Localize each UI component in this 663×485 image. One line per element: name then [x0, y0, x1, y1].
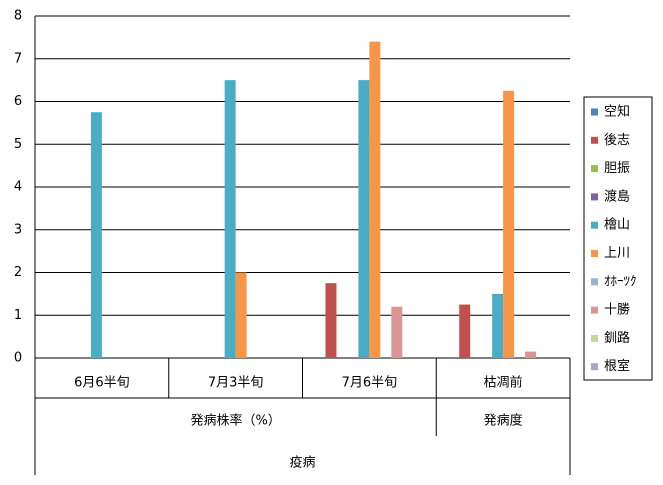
legend-label: 檜山 [604, 217, 630, 233]
legend-swatch [591, 221, 598, 229]
legend-swatch [591, 165, 598, 173]
legend-swatch [591, 334, 598, 342]
legend-label: 後志 [604, 133, 630, 148]
x-tick-label: 7月3半旬 [208, 376, 264, 391]
legend-label: ｵﾎｰﾂｸ [604, 274, 637, 289]
y-tick-label: 8 [14, 9, 22, 24]
top-group-label: 疫病 [289, 455, 315, 471]
legend-label: 釧路 [604, 330, 630, 346]
y-tick-label: 2 [14, 265, 22, 280]
legend-box [583, 96, 653, 381]
legend-label: 胆振 [604, 161, 630, 176]
bar [90, 112, 102, 358]
legend-swatch [591, 193, 598, 201]
y-tick-label: 3 [14, 222, 22, 237]
legend-swatch [591, 108, 598, 116]
legend-swatch [591, 363, 598, 371]
bar [391, 306, 403, 358]
y-tick-label: 4 [14, 180, 22, 195]
y-tick-label: 6 [14, 94, 22, 109]
legend-label: 上川 [604, 246, 630, 261]
legend-label: 空知 [604, 104, 630, 120]
legend-swatch [591, 250, 598, 257]
y-tick-label: 1 [14, 308, 22, 323]
legend-swatch [591, 136, 598, 144]
bar [525, 351, 537, 358]
bar [503, 90, 515, 358]
bar [358, 80, 370, 358]
bar [369, 41, 381, 359]
legend-label: 渡島 [604, 188, 630, 204]
bar [492, 293, 504, 358]
legend-label: 十勝 [604, 303, 630, 318]
x-tick-label: 7月6半旬 [342, 376, 398, 391]
y-tick-label: 7 [14, 51, 22, 66]
bar [325, 283, 337, 358]
y-tick-label: 0 [14, 351, 22, 366]
group-label: 発病株率（%） [190, 413, 280, 429]
bar [224, 80, 236, 358]
y-tick-label: 5 [14, 137, 22, 152]
legend-swatch [591, 278, 598, 286]
bar [459, 304, 471, 358]
x-tick-label: 枯凋前 [484, 375, 523, 391]
bar [235, 272, 247, 358]
x-tick-label: 6月6半旬 [74, 376, 130, 391]
legend-label: 根室 [604, 358, 630, 374]
group-label: 発病度 [484, 413, 523, 429]
legend-swatch [591, 306, 598, 314]
